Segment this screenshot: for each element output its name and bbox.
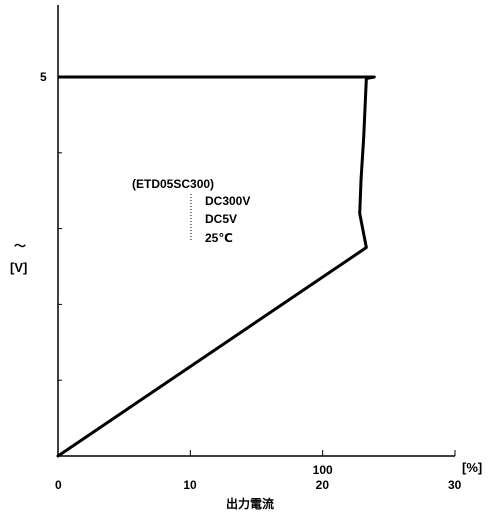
annotation-model: (ETD05SC300) (132, 177, 214, 191)
series-line-0 (56, 75, 376, 458)
series-group (56, 75, 376, 458)
annotation: (ETD05SC300) DC300V DC5V 25℃ (132, 177, 250, 245)
y-axis-unit: [V] (10, 260, 27, 275)
annotation-voltage-out: DC5V (205, 212, 237, 226)
x-axis-label: 出力電流 (226, 496, 274, 511)
x-axis-ticks (189, 450, 456, 456)
x-tick-label-0: 0 (55, 478, 62, 492)
x-axis-unit: [%] (462, 460, 482, 475)
annotation-temperature: 25℃ (205, 231, 233, 245)
y-axis-label: ～ (14, 239, 26, 253)
x-tick-label-3: 30 (448, 478, 462, 492)
annotation-voltage-in: DC300V (205, 194, 250, 208)
y-tick-label-0: 5 (40, 70, 47, 84)
x-tick-sublabel-2: 100 (313, 463, 333, 477)
plot-frame (57, 5, 455, 457)
x-tick-label-2: 20 (316, 478, 330, 492)
x-tick-label-1: 10 (183, 478, 197, 492)
